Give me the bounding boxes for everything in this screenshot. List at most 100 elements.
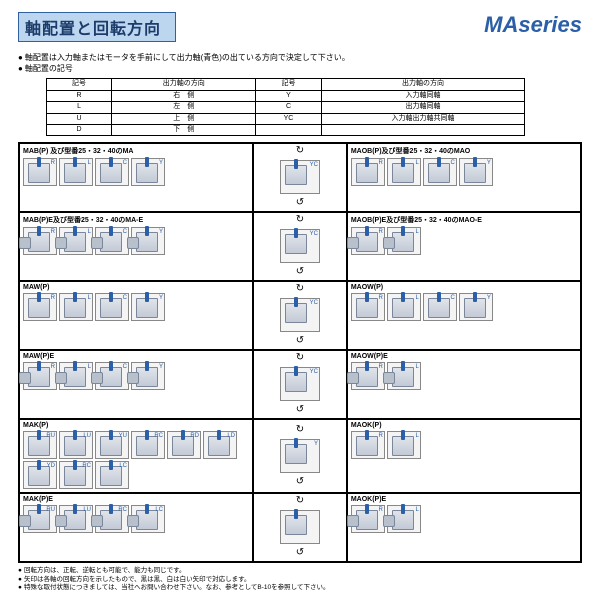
config-diagram: R <box>351 293 385 321</box>
config-diagram: R <box>351 362 385 390</box>
intro-line-2: 軸配置の記号 <box>18 63 582 74</box>
page-title: 軸配置と回転方向 <box>18 12 176 42</box>
code-cell: 左 側 <box>112 102 256 113</box>
code-cell <box>256 124 321 135</box>
intro-line-1: 軸配置は入力軸またはモータを手前にして出力軸(青色)の出ている方向で決定して下さ… <box>18 52 582 63</box>
config-diagram: LU <box>59 431 93 459</box>
config-diagram: Y <box>131 293 165 321</box>
group-title: MAOK(P) <box>351 422 577 429</box>
product-group-cell: MAOW(P)RLCY <box>347 281 581 350</box>
reference-diagram: Y <box>280 439 320 473</box>
product-group-cell: MAK(P)ERULURCLC <box>19 493 253 562</box>
group-title: MAK(P) <box>23 422 249 429</box>
config-diagram: C <box>95 227 129 255</box>
reference-diagram: YC <box>280 229 320 263</box>
code-header: 出力軸の方向 <box>321 79 525 90</box>
config-diagram: RD <box>167 431 201 459</box>
group-title: MAOW(P)E <box>351 353 577 360</box>
code-cell: 右 側 <box>112 90 256 101</box>
code-table: 記号出力軸の方向記号出力軸の方向 R右 側Y入力軸同軸L左 側C出力軸同軸U上 … <box>46 78 525 136</box>
product-group-cell: MAOW(P)ERL <box>347 350 581 419</box>
reference-diagram: YC <box>280 160 320 194</box>
code-header: 出力軸の方向 <box>112 79 256 90</box>
group-title: MAOK(P)E <box>351 496 577 503</box>
center-reference-cell: ↻YC↺ <box>253 143 347 212</box>
config-diagram: YD <box>23 461 57 489</box>
config-diagram: RU <box>23 505 57 533</box>
note-1: 回転方向は、正転、逆転とも可能で、能力も同じです。 <box>18 567 582 575</box>
config-diagram: Y <box>131 362 165 390</box>
config-diagram: R <box>23 227 57 255</box>
config-diagram: LD <box>203 431 237 459</box>
header: 軸配置と回転方向 MAseries <box>18 12 582 42</box>
product-group-cell: MAOK(P) RL <box>347 419 581 493</box>
config-diagram: R <box>351 227 385 255</box>
group-title: MAOW(P) <box>351 284 577 291</box>
code-cell: 上 側 <box>112 113 256 124</box>
config-diagram: R <box>351 505 385 533</box>
intro: 軸配置は入力軸またはモータを手前にして出力軸(青色)の出ている方向で決定して下さ… <box>18 52 582 74</box>
reference-diagram <box>280 510 320 544</box>
config-diagram: Y <box>459 158 493 186</box>
config-diagram: R <box>351 431 385 459</box>
config-diagram: RU <box>23 431 57 459</box>
config-diagram: L <box>387 431 421 459</box>
code-header: 記号 <box>256 79 321 90</box>
code-cell: YC <box>256 113 321 124</box>
product-grid: MAB(P) 及び型番25・32・40のMARLCY↻YC↺MAOB(P)及び型… <box>18 142 582 563</box>
config-diagram: R <box>351 158 385 186</box>
product-group-cell: MAOB(P)及び型番25・32・40のMAORLCY <box>347 143 581 212</box>
code-cell: D <box>47 124 112 135</box>
product-group-cell: MAOK(P)E RL <box>347 493 581 562</box>
config-diagram: L <box>387 227 421 255</box>
config-diagram: L <box>59 293 93 321</box>
config-diagram: L <box>59 158 93 186</box>
product-group-cell: MAOB(P)E及び型番25・32・40のMAO-E RL <box>347 212 581 281</box>
config-diagram: L <box>387 505 421 533</box>
group-title: MAK(P)E <box>23 496 249 503</box>
config-diagram: RC <box>95 505 129 533</box>
reference-diagram: YC <box>280 367 320 401</box>
code-cell: Y <box>256 90 321 101</box>
product-group-cell: MAW(P)ERLCY <box>19 350 253 419</box>
center-reference-cell: ↻↺ <box>253 493 347 562</box>
center-reference-cell: ↻YC↺ <box>253 281 347 350</box>
product-group-cell: MAB(P) 及び型番25・32・40のMA RLCY <box>19 143 253 212</box>
note-2: 矢印は各軸の回転方向を示したもので、黒は黒、白は白い矢印で対応します。 <box>18 576 582 584</box>
center-reference-cell: ↻YC↺ <box>253 350 347 419</box>
config-diagram: YU <box>95 431 129 459</box>
product-group-cell: MAB(P)E及び型番25・32・40のMA-E RLCY <box>19 212 253 281</box>
code-cell: 下 側 <box>112 124 256 135</box>
config-diagram: L <box>59 362 93 390</box>
code-cell: L <box>47 102 112 113</box>
config-diagram: C <box>423 158 457 186</box>
config-diagram: Y <box>131 158 165 186</box>
center-reference-cell: ↻Y↺ <box>253 419 347 493</box>
config-diagram: R <box>23 293 57 321</box>
config-diagram: LC <box>95 461 129 489</box>
group-title: MAOB(P)及び型番25・32・40のMAO <box>351 146 577 156</box>
config-diagram: Y <box>459 293 493 321</box>
group-title: MAOB(P)E及び型番25・32・40のMAO-E <box>351 215 577 225</box>
center-reference-cell: ↻YC↺ <box>253 212 347 281</box>
group-title: MAB(P)E及び型番25・32・40のMA-E <box>23 215 249 225</box>
footnotes: 回転方向は、正転、逆転とも可能で、能力も同じです。 矢印は各軸の回転方向を示した… <box>18 567 582 592</box>
config-diagram: C <box>95 158 129 186</box>
code-cell: 入力軸同軸 <box>321 90 525 101</box>
config-diagram: R <box>23 158 57 186</box>
brand-logo: MAseries <box>484 12 582 38</box>
group-title: MAB(P) 及び型番25・32・40のMA <box>23 146 249 156</box>
config-diagram: L <box>59 227 93 255</box>
code-cell: C <box>256 102 321 113</box>
config-diagram: RC <box>59 461 93 489</box>
config-diagram: RC <box>131 431 165 459</box>
config-diagram: Y <box>131 227 165 255</box>
config-diagram: LC <box>131 505 165 533</box>
note-3: 特殊な取付状態につきましては、当社へお問い合わせ下さい。なお、参考としてB-10… <box>18 584 582 592</box>
product-group-cell: MAK(P)RULUYURCRDLDYDRCLC <box>19 419 253 493</box>
code-cell: 入力軸出力軸共同軸 <box>321 113 525 124</box>
code-cell: U <box>47 113 112 124</box>
config-diagram: C <box>95 362 129 390</box>
config-diagram: L <box>387 293 421 321</box>
code-cell <box>321 124 525 135</box>
